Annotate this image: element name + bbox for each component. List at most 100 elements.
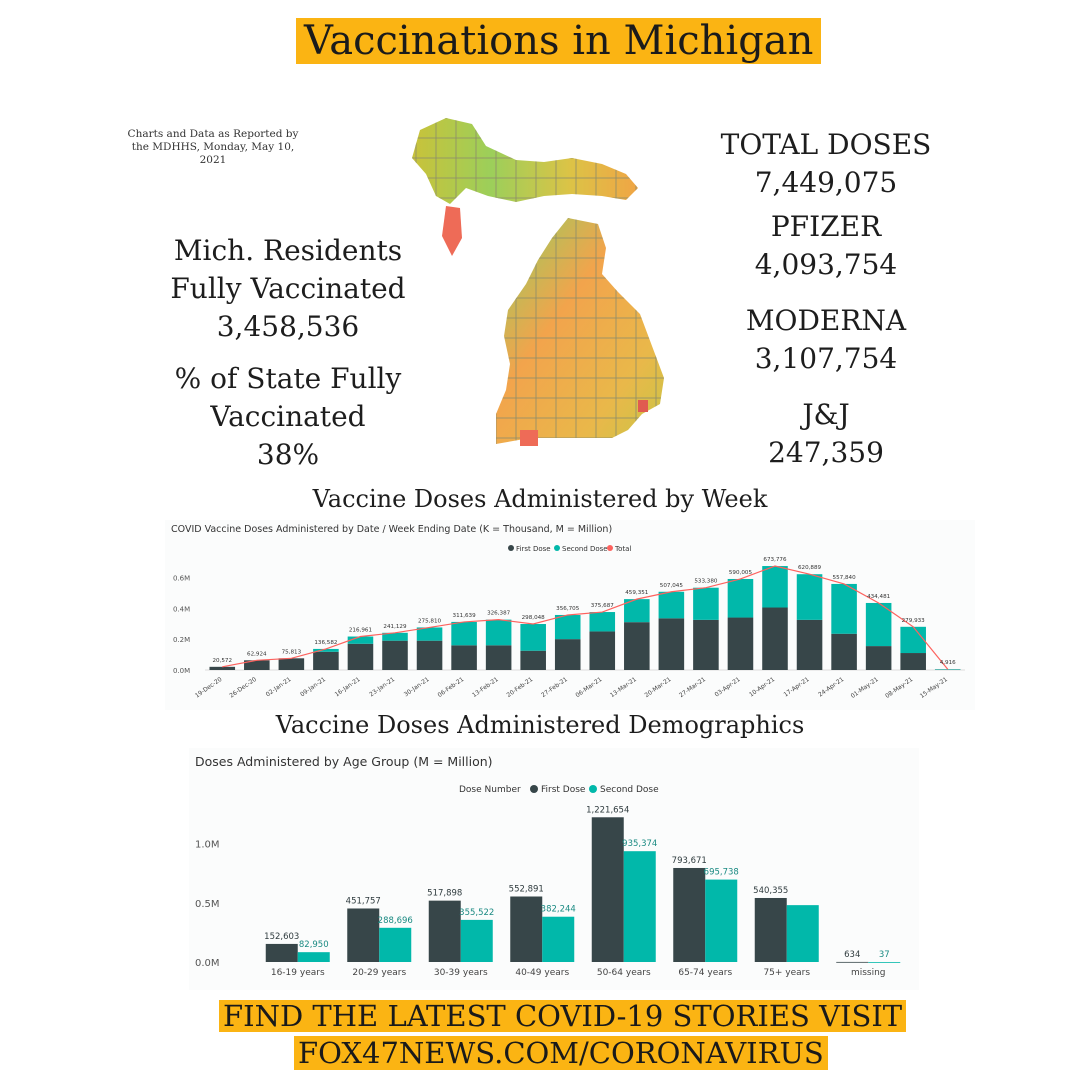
data-label: 20,572	[212, 658, 232, 664]
bar-first-dose[interactable]	[209, 666, 236, 670]
age-bar-second-dose[interactable]	[705, 879, 738, 962]
bar-first-dose[interactable]	[520, 650, 546, 670]
age-data-label: 82,950	[299, 940, 329, 950]
x-tick-label: 20-Mar-21	[643, 676, 672, 699]
age-data-label: 634	[844, 950, 860, 960]
moderna-label: MODERNA	[745, 304, 907, 337]
age-bar-second-dose[interactable]	[623, 851, 656, 962]
age-data-label: 517,898	[427, 889, 462, 899]
age-legend: Dose Number First Dose Second Dose	[459, 785, 659, 795]
age-bar-first-dose[interactable]	[347, 908, 380, 962]
bar-second-dose[interactable]	[624, 599, 650, 623]
age-category-label: 20-29 years	[352, 968, 406, 978]
age-category-label: 75+ years	[763, 968, 810, 978]
age-data-label: 382,244	[541, 905, 576, 915]
bar-first-dose[interactable]	[762, 607, 788, 670]
bar-first-dose[interactable]	[554, 639, 581, 670]
data-label: 216,961	[349, 628, 373, 634]
age-data-label: 152,603	[264, 932, 299, 942]
x-tick-label: 09-Jan-21	[299, 676, 327, 699]
age-bar-first-dose[interactable]	[591, 817, 624, 962]
age-bar-second-dose[interactable]	[379, 927, 412, 962]
data-label: 533,380	[694, 579, 718, 585]
bar-first-dose[interactable]	[347, 643, 374, 670]
bar-second-dose[interactable]	[485, 619, 512, 646]
data-label: 4,916	[940, 660, 956, 666]
bar-first-dose[interactable]	[278, 658, 305, 670]
y-tick-label: 0.2M	[173, 636, 190, 644]
pfizer-value: 4,093,754	[754, 248, 898, 281]
pct-label-line2: Vaccinated	[210, 400, 366, 433]
age-bar-second-dose[interactable]	[868, 961, 901, 963]
bar-first-dose[interactable]	[727, 617, 754, 670]
age-bar-first-dose[interactable]	[754, 897, 787, 962]
bar-second-dose[interactable]	[589, 612, 616, 632]
age-category-label: 65-74 years	[678, 968, 732, 978]
age-bar-second-dose[interactable]	[786, 905, 819, 962]
age-legend-second-label: Second Dose	[600, 785, 659, 795]
data-label: 241,129	[383, 624, 407, 630]
age-bar-second-dose[interactable]	[460, 919, 493, 962]
data-label: 356,705	[556, 606, 580, 612]
bar-first-dose[interactable]	[865, 646, 892, 670]
bar-second-dose[interactable]	[416, 627, 443, 641]
bar-first-dose[interactable]	[416, 640, 443, 670]
bar-second-dose[interactable]	[831, 583, 857, 634]
bar-first-dose[interactable]	[900, 653, 926, 670]
age-data-label: 1,221,654	[586, 805, 629, 815]
age-bar-first-dose[interactable]	[428, 900, 461, 962]
age-category-label: 50-64 years	[597, 968, 651, 978]
data-label: 375,687	[591, 603, 615, 609]
age-bar-second-dose[interactable]	[542, 916, 575, 962]
data-label: 673,776	[763, 557, 787, 563]
bar-first-dose[interactable]	[831, 633, 857, 670]
age-bar-first-dose[interactable]	[836, 961, 869, 963]
bar-second-dose[interactable]	[520, 624, 546, 651]
bar-second-dose[interactable]	[382, 632, 408, 641]
bar-second-dose[interactable]	[796, 574, 823, 620]
bar-second-dose[interactable]	[693, 587, 719, 620]
bar-second-dose[interactable]	[313, 648, 339, 652]
bar-second-dose[interactable]	[658, 591, 685, 619]
age-bar-second-dose[interactable]	[297, 952, 330, 962]
bar-second-dose[interactable]	[451, 621, 477, 646]
bar-first-dose[interactable]	[693, 619, 719, 670]
data-label: 298,048	[522, 615, 546, 621]
bar-first-dose[interactable]	[658, 618, 685, 670]
age-chart-title: Doses Administered by Age Group (M = Mil…	[195, 754, 493, 769]
bar-first-dose[interactable]	[796, 619, 823, 670]
bar-first-dose[interactable]	[244, 660, 270, 670]
age-legend-title: Dose Number	[459, 785, 521, 795]
age-bar-first-dose[interactable]	[673, 867, 706, 962]
legend-first-dose-label: First Dose	[516, 545, 551, 553]
age-y-tick-label: 0.0M	[195, 958, 220, 969]
bar-first-dose[interactable]	[624, 622, 650, 670]
weekly-doses-chart: COVID Vaccine Doses Administered by Date…	[171, 524, 965, 700]
age-bar-first-dose[interactable]	[510, 896, 543, 962]
bar-second-dose[interactable]	[554, 614, 581, 640]
bar-second-dose[interactable]	[762, 566, 788, 608]
x-tick-label: 19-Dec-20	[194, 676, 224, 700]
footer-link[interactable]: FOX47NEWS.COM/CORONAVIRUS	[294, 1036, 828, 1070]
data-label: 326,387	[487, 611, 511, 617]
page-title: Vaccinations in Michigan	[296, 18, 822, 64]
bar-first-dose[interactable]	[451, 645, 477, 670]
data-label: 434,481	[867, 594, 891, 600]
bar-first-dose[interactable]	[485, 645, 512, 670]
weekly-legend: First Dose Second Dose Total	[508, 545, 631, 553]
bar-second-dose[interactable]	[865, 602, 892, 647]
bar-first-dose[interactable]	[313, 651, 339, 670]
age-data-label: 288,696	[378, 916, 413, 926]
y-tick-label: 0.0M	[173, 667, 190, 675]
legend-second-dose-marker	[554, 545, 560, 551]
x-tick-label: 23-Jan-21	[368, 676, 396, 699]
x-tick-label: 06-Feb-21	[436, 676, 465, 699]
age-group-chart: Doses Administered by Age Group (M = Mil…	[195, 754, 901, 978]
bar-second-dose[interactable]	[727, 578, 754, 618]
bar-first-dose[interactable]	[382, 640, 408, 670]
data-label: 311,639	[453, 613, 477, 619]
bar-first-dose[interactable]	[589, 631, 616, 670]
bar-second-dose[interactable]	[347, 636, 374, 644]
age-bar-first-dose[interactable]	[265, 943, 298, 962]
bar-second-dose[interactable]	[900, 626, 926, 654]
